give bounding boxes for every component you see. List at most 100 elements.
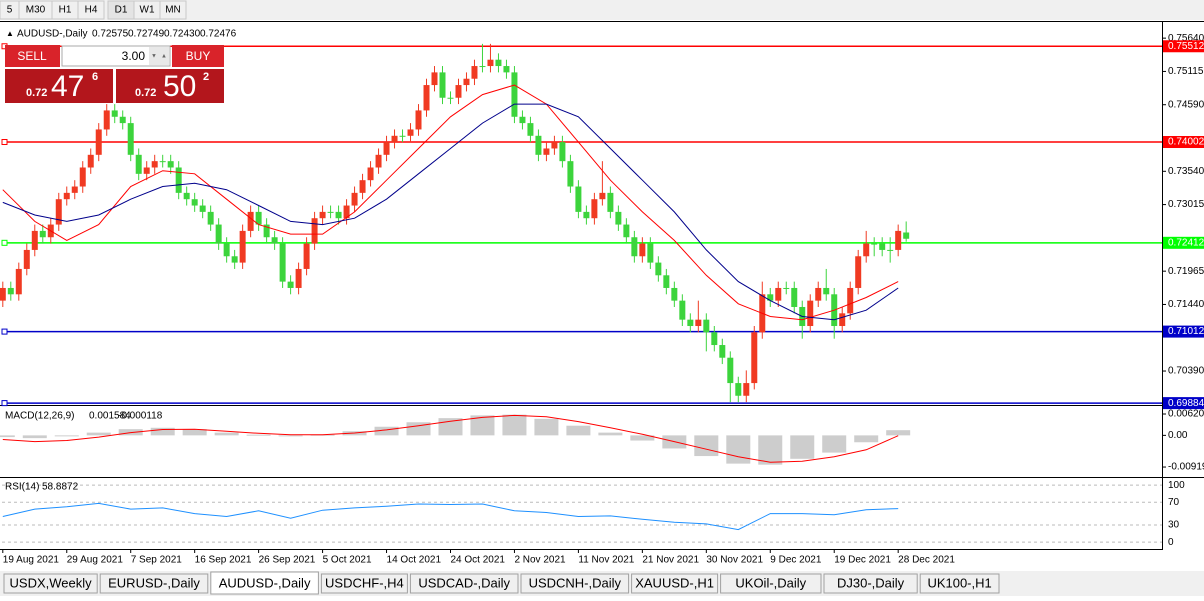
macd-bar — [406, 422, 431, 436]
x-tick-label: 9 Dec 2021 — [770, 555, 822, 566]
rsi-value: 58.8872 — [42, 482, 79, 493]
chart-tab[interactable] — [919, 573, 1000, 594]
candle-body — [127, 123, 134, 155]
timeframe-label[interactable]: 5 — [7, 5, 13, 16]
candle-body — [135, 154, 142, 174]
timeframe-label[interactable]: M30 — [26, 5, 46, 16]
candle-body — [663, 275, 670, 288]
x-tick-label: 29 Aug 2021 — [67, 555, 124, 566]
chart-tab-label[interactable]: EURUSD-,Daily — [108, 575, 200, 590]
candle-body — [71, 186, 78, 193]
candle-body — [439, 72, 446, 98]
candle-body — [471, 66, 478, 79]
chart-tab[interactable] — [520, 573, 630, 594]
macd-title: MACD(12,26,9) — [5, 411, 74, 422]
candle-body — [543, 148, 550, 155]
candle-body — [7, 287, 14, 295]
level-label: 0.69884 — [1168, 398, 1204, 409]
level-handle — [1, 139, 8, 146]
level-handle — [1, 400, 8, 407]
buy-label[interactable]: BUY — [186, 49, 211, 63]
level-label-box — [1163, 236, 1204, 249]
timeframe-button[interactable] — [77, 0, 105, 20]
chart-tab[interactable] — [720, 573, 822, 594]
macd-bar — [86, 432, 111, 436]
candle-body — [887, 249, 894, 251]
candle-body — [55, 199, 62, 225]
candle-body — [615, 211, 622, 225]
candle-body — [599, 192, 606, 200]
timeframe-label[interactable]: W1 — [140, 5, 155, 16]
lot-up[interactable] — [159, 47, 169, 65]
chart-tab-label[interactable]: UKOil-,Daily — [735, 575, 806, 590]
x-tick-label: 24 Oct 2021 — [450, 555, 505, 566]
chart-tab[interactable] — [99, 573, 209, 594]
x-tick-label: 2 Nov 2021 — [514, 555, 566, 566]
level-handle — [1, 328, 8, 335]
candle-body — [383, 142, 390, 155]
lot-input[interactable] — [61, 45, 171, 67]
chart-tab-label[interactable]: AUDUSD-,Daily — [219, 575, 311, 590]
ohlc-low: 0.72430 — [164, 29, 201, 40]
sell-label[interactable]: SELL — [17, 49, 47, 63]
candle-body — [15, 268, 22, 295]
candle-body — [671, 287, 678, 301]
y-tick-label: 0.00 — [1168, 430, 1188, 441]
candle-body — [583, 211, 590, 219]
buy-big-figure: 0.72 — [135, 87, 156, 99]
lot-value[interactable]: 3.00 — [122, 49, 146, 63]
chart-tab[interactable] — [823, 573, 918, 594]
chart-tab-label[interactable]: USDCHF-,H4 — [325, 575, 404, 590]
macd-bar — [214, 432, 239, 436]
chart-tab-label[interactable]: USDCAD-,Daily — [418, 575, 510, 590]
sell-button[interactable] — [5, 45, 60, 67]
candle-body — [287, 281, 294, 288]
chart-tab-label[interactable]: USDX,Weekly — [10, 575, 93, 590]
x-tick-label: 30 Nov 2021 — [706, 555, 763, 566]
chart-tab[interactable] — [3, 573, 98, 594]
candle-body — [535, 135, 542, 155]
macd-signal-value: -0.000118 — [118, 411, 163, 422]
timeframe-label[interactable]: D1 — [115, 5, 128, 16]
macd-bar — [22, 435, 47, 439]
candle-body — [31, 230, 38, 250]
chart-tab[interactable] — [320, 573, 408, 594]
candle-body — [863, 243, 870, 257]
ohlc-open: 0.72575 — [92, 29, 129, 40]
level-handle — [1, 239, 8, 246]
chart-tab[interactable] — [210, 571, 319, 595]
chart-tab-label[interactable]: XAUUSD-,H1 — [635, 575, 714, 590]
timeframe-label[interactable]: MN — [165, 5, 181, 16]
timeframe-label[interactable]: H1 — [59, 5, 72, 16]
timeframe-label[interactable]: H4 — [85, 5, 98, 16]
collapse-arrow: ▲ — [6, 29, 14, 38]
candle-body — [351, 192, 358, 206]
lot-down[interactable] — [149, 47, 159, 65]
buy-price-box[interactable] — [116, 69, 224, 103]
candle-body — [855, 256, 862, 288]
macd-bar — [566, 425, 591, 436]
chart-tab-label[interactable]: DJ30-,Daily — [837, 575, 905, 590]
candle-body — [719, 345, 726, 358]
candle-body — [431, 72, 438, 86]
chart-title: AUDUSD-,Daily — [17, 29, 88, 40]
timeframe-button[interactable] — [159, 0, 187, 20]
x-tick-label: 11 Nov 2021 — [578, 555, 634, 566]
chart-tab-label[interactable]: UK100-,H1 — [927, 575, 991, 590]
macd-bar — [726, 435, 751, 464]
chart-tab[interactable] — [631, 573, 719, 594]
macd-bar — [694, 435, 719, 457]
candle-body — [495, 59, 502, 67]
candle-body — [319, 211, 326, 219]
chart-tab-label[interactable]: USDCNH-,Daily — [529, 575, 622, 590]
candle-body — [551, 142, 558, 149]
macd-bar — [822, 435, 847, 453]
level-label-box — [1163, 40, 1204, 53]
candle-body — [95, 129, 102, 155]
sell-price-box[interactable] — [5, 69, 113, 103]
buy-button[interactable] — [172, 45, 224, 67]
candle-body — [815, 287, 822, 301]
macd-bar — [246, 434, 271, 436]
chart-tab[interactable] — [409, 573, 519, 594]
arrow-down-icon: ▼ — [151, 54, 157, 60]
